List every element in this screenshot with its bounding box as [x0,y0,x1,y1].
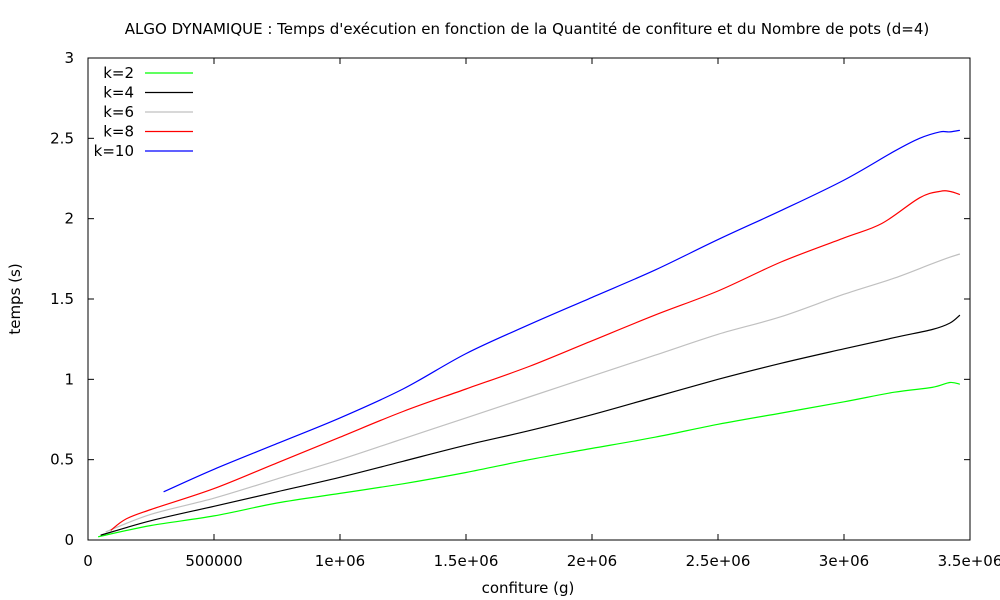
y-tick-label: 2.5 [50,129,74,147]
series-line-k-4 [100,314,961,536]
legend-label: k=10 [94,142,134,160]
legend-label: k=4 [103,84,134,102]
legend-label: k=6 [103,103,134,121]
y-tick-label: 0 [64,531,74,549]
series-line-k-10 [163,129,961,493]
x-axis-label: confiture (g) [482,579,575,597]
legend: k=2 k=4k=6 k=8k=10 [94,64,193,160]
series-line-k-2 [97,381,961,538]
legend-label: k=2 [103,64,134,82]
x-tick-label: 1.5e+06 [434,552,499,570]
x-tick-label: 3.5e+06 [938,552,1000,570]
x-tick-label: 1e+06 [315,552,365,570]
y-tick-label: 2 [64,210,74,228]
y-tick-label: 1.5 [50,290,74,308]
x-tick-label: 3e+06 [819,552,869,570]
series-line-k-8 [110,190,961,531]
series-lines [97,129,961,538]
y-tick-label: 0.5 [50,451,74,469]
y-axis: 0 0.5 1 1.5 2 2.5 3 [50,49,970,549]
series-line-k-6 [105,253,961,533]
x-axis: 0 500000 1e+06 1.5e+06 2e+06 2.5e+06 3e+06 3.5e… [83,58,1000,570]
plot-frame [87,57,971,541]
chart-title: ALGO DYNAMIQUE : Temps d'exécution en fo… [125,20,929,38]
y-axis-label: temps (s) [6,263,24,334]
y-tick-label: 3 [64,49,74,67]
x-tick-label: 2.5e+06 [686,552,751,570]
x-tick-label: 2e+06 [567,552,617,570]
legend-label: k=8 [103,123,134,141]
x-tick-label: 500000 [185,552,242,570]
y-tick-label: 1 [64,370,74,388]
x-tick-label: 0 [83,552,93,570]
